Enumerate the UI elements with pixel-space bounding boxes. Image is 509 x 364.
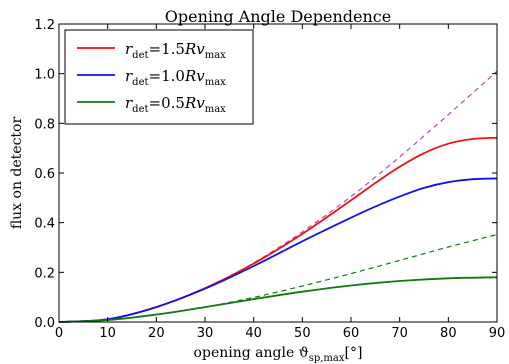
legend-entry-part: r	[125, 40, 133, 58]
y-tick-label: 0.6	[34, 167, 55, 182]
y-tick-label: 0.2	[34, 266, 55, 281]
legend-entry-part: max	[205, 50, 226, 61]
x-tick-label: 60	[343, 326, 360, 341]
y-axis-label: flux on detector	[9, 117, 25, 230]
legend-entry-part: det	[132, 104, 148, 115]
x-tick-label: 30	[197, 326, 214, 341]
y-tick-label: 0.8	[34, 117, 55, 132]
x-tick-label: 90	[489, 326, 506, 341]
legend-entry-1: rdet=1.0Rvmax	[125, 67, 226, 88]
legend-entry-part: =1.0	[149, 67, 185, 85]
y-tick-label: 0.0	[34, 316, 55, 331]
series-line-2	[58, 276, 498, 323]
legend-entry-part: =0.5	[149, 94, 185, 112]
ticks-layer: 0 10 20 30 40 50 60 70 80 90 0.0 0.2 0.4 0.6 0.8 1.0 1.2	[34, 18, 505, 341]
x-axis-label-sub: sp,max	[309, 353, 345, 364]
series-line-1	[58, 177, 498, 323]
legend-entry-part: =1.5	[149, 40, 185, 58]
y-tick-label: 0.4	[34, 217, 55, 232]
x-tick-label: 70	[391, 326, 408, 341]
series-layer	[58, 70, 498, 323]
legend-entry-part: r	[125, 67, 133, 85]
legend-entry-part: Rv	[184, 67, 205, 85]
legend-entry-part: r	[125, 94, 133, 112]
legend-entry-part: det	[132, 50, 148, 61]
legend-entry-0: rdet=1.5Rvmax	[125, 40, 226, 61]
chart-title: Opening Angle Dependence	[165, 7, 391, 26]
legend-entry-part: max	[205, 104, 226, 115]
x-tick-label: 50	[294, 326, 311, 341]
legend-entry-part: max	[205, 77, 226, 88]
x-tick-label: 10	[99, 326, 116, 341]
x-tick-label: 0	[55, 326, 63, 341]
legend-entry-part: Rv	[184, 94, 205, 112]
x-axis-label: opening angle ϑsp,max[°]	[194, 345, 363, 364]
x-tick-label: 40	[245, 326, 262, 341]
y-tick-label: 1.0	[34, 68, 55, 83]
x-tick-label: 80	[440, 326, 457, 341]
x-tick-label: 20	[148, 326, 165, 341]
x-axis-label-unit: [°]	[345, 345, 363, 361]
x-axis-label-main: opening angle ϑ	[194, 345, 309, 361]
legend-entry-2: rdet=0.5Rvmax	[125, 94, 226, 115]
legend-box	[64, 29, 254, 125]
legend-entry-part: Rv	[184, 40, 205, 58]
series-line-0	[58, 136, 498, 323]
legend-entry-part: det	[132, 77, 148, 88]
y-tick-label: 1.2	[34, 18, 55, 33]
